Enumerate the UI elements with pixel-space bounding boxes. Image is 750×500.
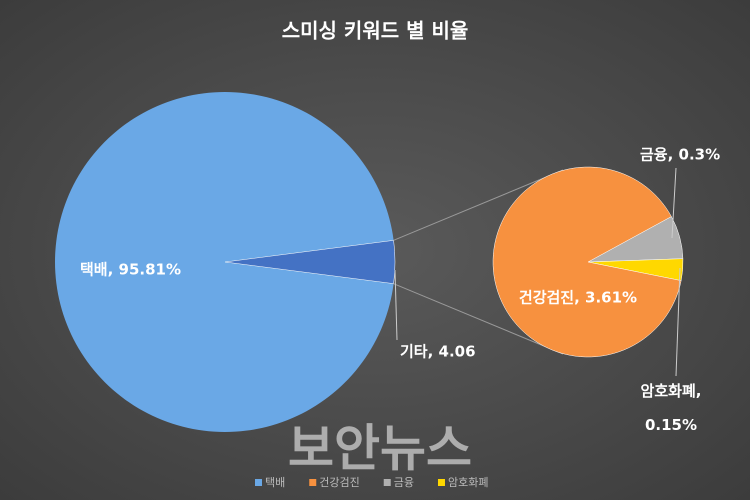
legend-label: 금융 <box>394 476 414 489</box>
leader-line <box>671 167 677 239</box>
pie-slice <box>492 166 682 358</box>
data-label: 택배, 95.81% <box>80 261 181 279</box>
connector <box>393 283 564 355</box>
leader-line <box>394 269 398 341</box>
legend-swatch <box>255 479 262 486</box>
legend-swatch <box>309 479 317 486</box>
pie-slice <box>224 240 396 284</box>
legend-label: 건강검진 <box>319 476 359 489</box>
chart-title: 스미싱 키워드 별 비율 <box>282 19 469 43</box>
data-label: 건강검진, 3.61% <box>519 289 637 307</box>
data-label: 금융, 0.3% <box>640 146 720 164</box>
leader-line <box>675 267 681 377</box>
connector <box>393 169 564 241</box>
data-label: 암호화폐, 0.15% <box>640 382 702 434</box>
legend-swatch <box>383 479 391 486</box>
legend-label: 택배 <box>265 476 285 489</box>
pie-slice <box>55 92 394 432</box>
legend-label: 암호화폐 <box>448 476 488 489</box>
data-label: 기타, 4.06 <box>400 343 476 361</box>
legend-swatch <box>437 479 445 486</box>
watermark: 보안뉴스 <box>288 420 472 478</box>
